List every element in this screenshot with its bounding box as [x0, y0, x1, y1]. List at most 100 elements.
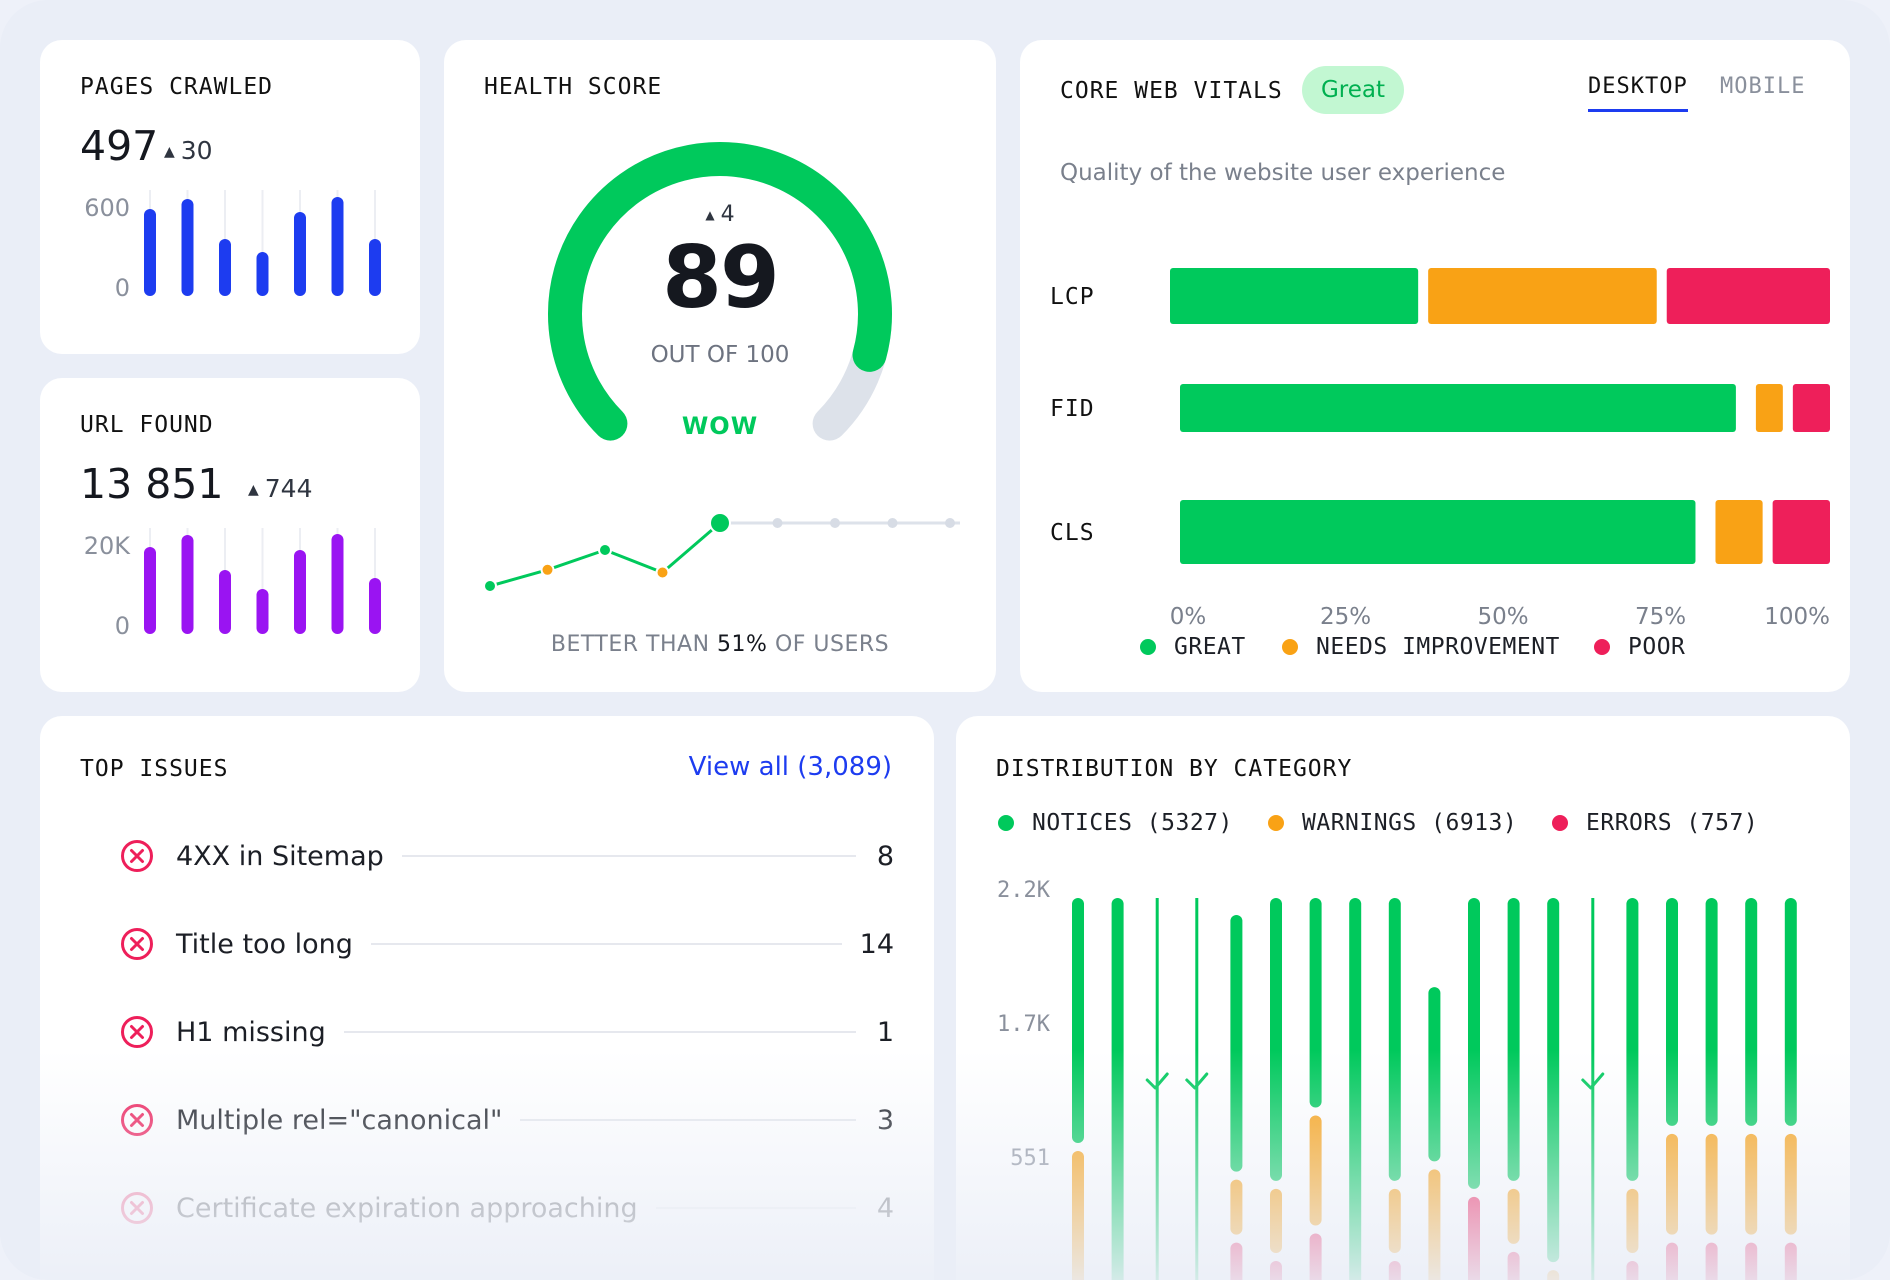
better-than-suffix: OF USERS: [774, 632, 890, 657]
tab-mobile[interactable]: MOBILE: [1720, 74, 1806, 99]
pages-crawled-delta-value: 30: [180, 136, 213, 165]
warnings-dot: [1268, 815, 1284, 831]
health-score-card: HEALTH SCORE ▲ 4 89 OUT OF 100 WOW BETTER…: [444, 40, 996, 692]
issue-label: H1 missing: [176, 1016, 326, 1048]
issue-row[interactable]: Title too long 14: [120, 919, 894, 969]
better-than-value: 51%: [717, 632, 768, 657]
issue-row[interactable]: H1 missing 1: [120, 1007, 894, 1057]
distribution-card: DISTRIBUTION BY CATEGORY NOTICES (5327) …: [956, 716, 1850, 1280]
error-circle-icon: [121, 1192, 153, 1224]
tab-desktop[interactable]: DESKTOP: [1588, 74, 1688, 112]
issue-label: Multiple rel="canonical": [176, 1104, 503, 1136]
view-all-link[interactable]: View all (3,089): [688, 752, 892, 782]
dist-y-label-low: 551: [1010, 1146, 1050, 1171]
url-found-value: 13 851: [80, 460, 224, 508]
cwv-legend-needs: NEEDS IMPROVEMENT: [1282, 634, 1560, 660]
issue-label: 4XX in Sitemap: [176, 840, 384, 872]
top-issues-title: TOP ISSUES: [80, 756, 229, 782]
trend-point: [598, 543, 612, 557]
delta-up-icon: ▲: [705, 208, 715, 222]
cwv-axis-tick: 75%: [1635, 604, 1686, 630]
issue-count: 1: [876, 1016, 894, 1048]
cwv-bar-poor: [1772, 500, 1830, 564]
health-score-delta: ▲ 4: [444, 202, 996, 227]
dist-y-label-top: 2.2K: [997, 878, 1050, 903]
health-score-gauge: [548, 142, 892, 441]
url-found-axis-top: 20K: [83, 532, 130, 560]
distribution-title: DISTRIBUTION BY CATEGORY: [996, 756, 1353, 782]
health-score-value: 89: [662, 228, 780, 328]
cwv-bar-needs: [1428, 268, 1657, 324]
issue-divider: [370, 943, 842, 945]
trend-segment: [547, 548, 606, 572]
cwv-axis-tick: 25%: [1320, 604, 1371, 630]
url-found-card: URL FOUND 13 851 ▲ 744 20K 0: [40, 378, 420, 692]
issue-label: Title too long: [176, 928, 353, 960]
better-than-prefix: BETTER THAN: [550, 632, 710, 657]
pages-crawled-card: PAGES CRAWLED 497 ▲ 30 600 0: [40, 40, 420, 354]
issue-label: Certificate expiration approaching: [176, 1192, 638, 1224]
dist-legend-errors: ERRORS (757): [1552, 810, 1758, 836]
cwv-bar-great: [1170, 268, 1419, 324]
dist-legend-notices: NOTICES (5327): [998, 810, 1233, 836]
issue-row[interactable]: Multiple rel="canonical" 3: [120, 1095, 894, 1145]
url-found-title: URL FOUND: [80, 412, 214, 438]
cwv-bar-great: [1180, 500, 1696, 564]
url-found-delta: ▲ 744: [248, 474, 313, 503]
cwv-bar-poor: [1792, 384, 1830, 432]
delta-up-icon: ▲: [248, 482, 259, 498]
trend-point: [830, 518, 840, 528]
health-score-out-of: OUT OF 100: [650, 342, 790, 368]
trend-point: [655, 565, 670, 580]
cwv-legend-great-label: GREAT: [1174, 634, 1246, 660]
trend-point: [483, 579, 497, 593]
health-score-rating: WOW: [681, 412, 759, 440]
cwv-legend-needs-label: NEEDS IMPROVEMENT: [1316, 634, 1560, 660]
pages-crawled-chart: [144, 190, 381, 296]
cwv-legend-great: GREAT: [1140, 634, 1246, 660]
great-dot: [1140, 639, 1156, 655]
pages-crawled-axis-bottom: 0: [114, 274, 130, 302]
error-circle-icon: [121, 1104, 153, 1136]
cwv-bar-needs: [1715, 500, 1763, 564]
cwv-subtitle: Quality of the website user experience: [1060, 160, 1506, 186]
issue-divider: [655, 1207, 856, 1209]
cwv-axis-tick: 0%: [1170, 604, 1207, 630]
cwv-metric-label: LCP: [1050, 284, 1095, 310]
pages-crawled-axis-top: 600: [84, 194, 130, 222]
errors-dot: [1552, 815, 1568, 831]
dist-legend-warnings: WARNINGS (6913): [1268, 810, 1517, 836]
cwv-legend-poor-label: POOR: [1628, 634, 1686, 660]
error-circle-icon: [121, 1016, 153, 1048]
issue-divider: [520, 1119, 856, 1121]
issue-divider: [401, 855, 856, 857]
issue-row[interactable]: Certificate expiration approaching 4: [120, 1183, 894, 1233]
dist-legend-errors-label: ERRORS (757): [1586, 810, 1759, 836]
health-score-trend: [483, 512, 960, 593]
pages-crawled-delta: ▲ 30: [164, 136, 213, 165]
cwv-title: CORE WEB VITALS: [1060, 78, 1283, 104]
top-issues-card: TOP ISSUES View all (3,089) 4XX in Sitem…: [40, 716, 934, 1280]
delta-up-icon: ▲: [164, 144, 175, 160]
cwv-metric-label: FID: [1050, 396, 1095, 422]
url-found-axis-bottom: 0: [114, 612, 130, 640]
dist-legend-notices-label: NOTICES (5327): [1032, 810, 1233, 836]
cwv-bar-great: [1180, 384, 1736, 432]
cwv-chart: LCP FID CLS 0% 25% 50% 75% 100%: [1050, 268, 1830, 630]
error-circle-icon: [121, 840, 153, 872]
issue-row[interactable]: 4XX in Sitemap 8: [120, 831, 894, 881]
cwv-bar-needs: [1755, 384, 1783, 432]
url-found-delta-value: 744: [264, 474, 313, 503]
cwv-metric-label: CLS: [1050, 520, 1095, 546]
health-score-delta-value: 4: [720, 202, 735, 227]
needs-improvement-dot: [1282, 639, 1298, 655]
trend-segment: [489, 568, 548, 588]
distribution-chart: [1072, 898, 1797, 1280]
issue-count: 14: [859, 928, 894, 960]
pages-crawled-title: PAGES CRAWLED: [80, 74, 274, 100]
trend-segment: [661, 521, 721, 574]
url-found-chart: [144, 528, 381, 634]
issue-count: 4: [876, 1192, 894, 1224]
cwv-legend-poor: POOR: [1594, 634, 1685, 660]
